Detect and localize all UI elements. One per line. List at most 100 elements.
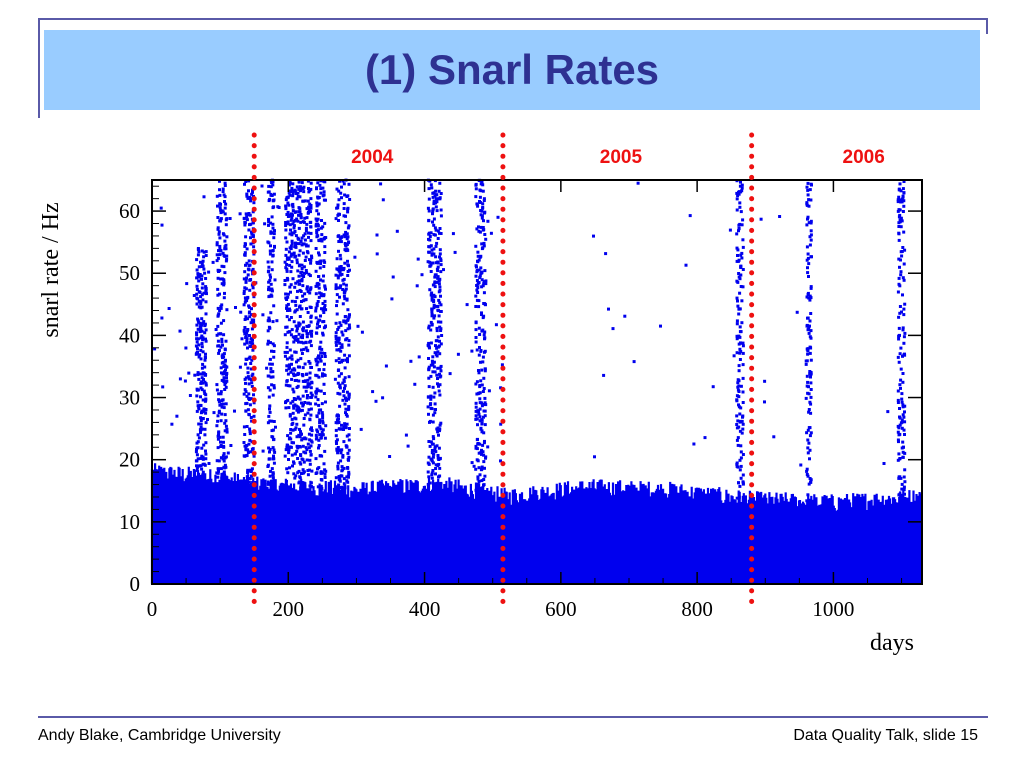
data-point [288,193,292,197]
data-point [735,208,739,212]
data-point [309,210,312,214]
data-point [308,417,312,421]
data-point [315,229,319,232]
data-point [433,408,437,411]
data-point [268,450,271,454]
data-point [295,326,299,330]
data-point [476,410,480,414]
data-point [323,285,327,289]
data-point [324,424,328,428]
data-point [299,239,303,243]
data-point [436,275,440,279]
data-point [346,235,350,239]
data-point [303,362,307,366]
data-point [268,273,272,277]
data-point [335,438,339,442]
data-point [300,263,304,267]
data-point [901,380,905,384]
data-point [480,467,484,471]
data-point [246,317,249,321]
data-point [305,307,308,311]
data-point [902,341,906,345]
data-point [345,390,349,394]
y-tick-label: 30 [119,386,140,410]
data-point [320,411,324,415]
data-point [334,337,338,341]
data-point [286,222,290,226]
data-point [270,268,274,272]
data-point [286,220,290,224]
data-point [439,270,443,274]
data-point [427,365,431,369]
data-point [809,285,813,289]
data-point [204,452,208,456]
data-point [301,284,305,288]
data-point [737,223,741,227]
data-point [288,223,292,227]
data-point [303,232,307,236]
data-point [346,207,350,211]
data-point [348,427,351,430]
data-point [898,311,902,315]
data-point [204,328,208,332]
data-point [301,341,305,345]
data-point [269,311,273,315]
data-point [479,349,483,352]
data-point [306,473,310,477]
data-point [809,431,813,435]
data-point [338,404,342,408]
data-point [201,321,205,325]
data-point [316,300,320,303]
data-points [150,178,923,584]
data-point [319,359,323,363]
data-point [898,333,901,337]
data-point [283,333,287,337]
data-point [320,402,324,406]
data-point [692,442,696,446]
data-point [478,385,482,389]
data-point [728,228,732,232]
data-point [320,486,324,490]
data-point [317,375,321,379]
data-point [272,304,276,308]
data-point [266,386,270,390]
data-point [741,238,745,242]
data-point [219,332,222,336]
data-point [806,493,810,497]
data-point [295,386,299,389]
y-tick-label: 0 [130,572,141,596]
data-point [194,450,198,454]
data-point [345,247,349,251]
data-point [320,219,323,222]
data-point [317,354,320,358]
data-point [345,232,349,236]
data-point [482,241,486,245]
data-point [175,414,179,418]
data-point [347,395,351,399]
data-point [286,278,290,282]
data-point [244,409,248,413]
data-point [897,195,901,199]
data-point [737,364,741,368]
data-point [296,219,300,223]
data-point [295,408,299,412]
data-point [476,250,480,254]
data-point [287,191,291,195]
data-point [323,362,326,366]
data-point [897,360,901,364]
data-point [339,372,343,376]
data-point [200,427,204,431]
data-point [494,323,498,327]
data-point [287,250,291,254]
data-point [432,252,436,256]
data-point [391,275,395,279]
data-point [437,314,441,318]
data-point [287,203,291,207]
data-point [896,401,900,404]
data-point [301,220,305,224]
data-point [319,436,323,440]
data-point [433,402,437,406]
data-point [809,286,813,290]
data-point [896,438,900,442]
data-point [337,348,340,352]
